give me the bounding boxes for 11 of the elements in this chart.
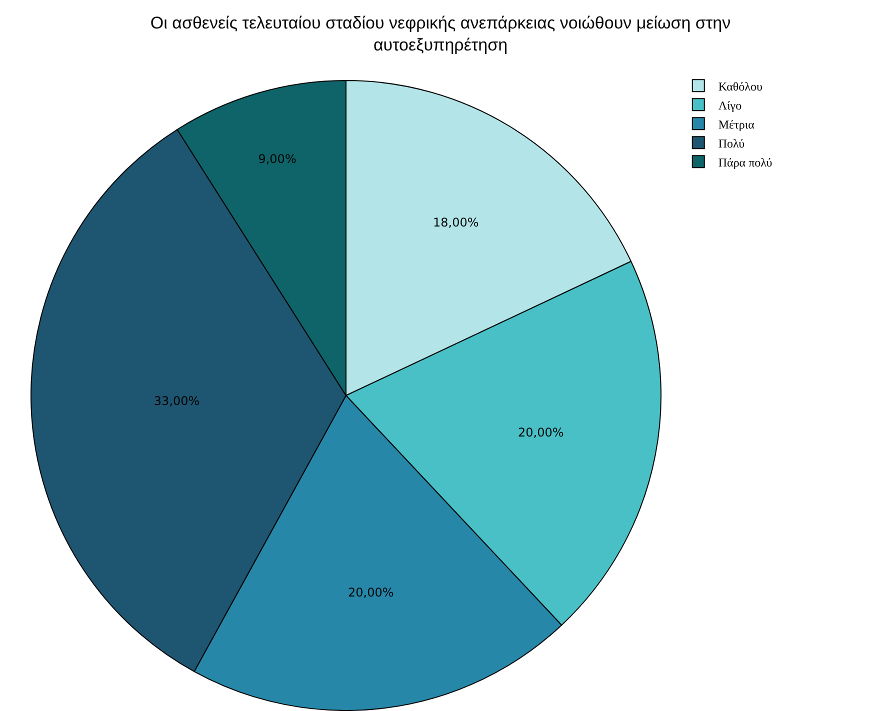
data-label: 9,00%	[258, 152, 296, 166]
legend-label: Πάρα πολύ	[718, 155, 772, 170]
data-label: 20,00%	[518, 426, 564, 440]
data-label: 18,00%	[433, 215, 479, 230]
legend-label: Λίγο	[718, 98, 742, 112]
legend-label: Μέτρια	[718, 117, 756, 132]
data-label: 33,00%	[154, 394, 200, 408]
legend-label: Πολύ	[718, 136, 745, 150]
data-label: 20,00%	[348, 585, 394, 600]
chart-title: Οι ασθενείς τελευταίου σταδίου νεφρικής ανεπάρκειας νοιώθουν μείωση στην αυτοεξυπηρέτηση	[150, 13, 731, 55]
legend-label: Καθόλου	[718, 79, 762, 94]
